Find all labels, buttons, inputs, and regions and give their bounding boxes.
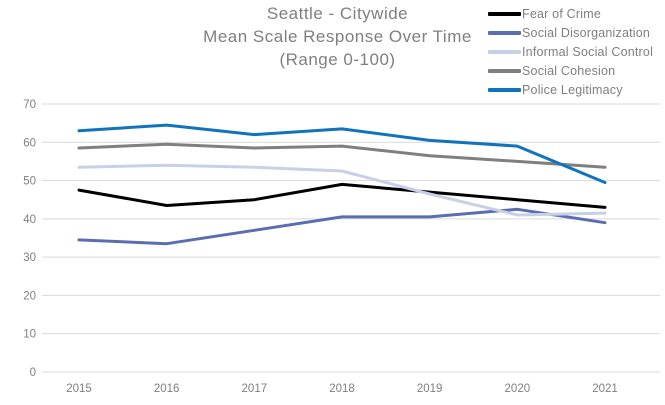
legend-label: Social Cohesion (522, 63, 616, 78)
chart-title-line-3: (Range 0-100) (279, 50, 396, 69)
series-line-police-legitimacy (77, 123, 607, 184)
series-line-informal-social-control (77, 163, 607, 217)
legend-label: Social Disorganization (522, 25, 651, 40)
x-axis-tick-label: 2019 (417, 383, 443, 395)
y-axis-tick-label: 10 (23, 329, 36, 341)
legend-label: Fear of Crime (522, 6, 602, 21)
chart-title-line-1: Seattle - Citywide (266, 4, 409, 23)
chart-title-line-2: Mean Scale Response Over Time (203, 27, 472, 46)
x-axis-tick-label: 2020 (505, 383, 531, 395)
y-axis-tick-label: 60 (23, 137, 36, 149)
x-axis-tick-label: 2016 (154, 383, 180, 395)
y-axis-tick-label: 30 (23, 252, 36, 264)
y-axis-tick-label: 0 (30, 367, 36, 379)
series-line-social-cohesion (77, 142, 607, 169)
series-line-social-disorganization (77, 207, 607, 246)
chart-title: Seattle - Citywide Mean Scale Response O… (65, 2, 610, 71)
legend-line-swatch-icon (488, 11, 521, 16)
y-axis-tick-label: 70 (23, 99, 36, 111)
x-axis-tick-label: 2018 (329, 383, 355, 395)
x-axis-tick-label: 2017 (242, 383, 268, 395)
legend-line-swatch-icon (488, 87, 521, 92)
legend-item-social-disorganization: Social Disorganization (488, 23, 665, 42)
legend-label: Police Legitimacy (522, 82, 623, 97)
legend-label: Informal Social Control (522, 44, 654, 59)
x-axis-tick-label: 2015 (66, 383, 92, 395)
series-line-fear-of-crime (77, 182, 607, 209)
legend-line-swatch-icon (488, 30, 521, 35)
y-axis-tick-label: 20 (23, 290, 36, 302)
legend-item-informal-social-control: Informal Social Control (488, 42, 665, 61)
legend-item-police-legitimacy: Police Legitimacy (488, 80, 665, 99)
chart-legend: Fear of Crime Social Disorganization Infor… (488, 4, 665, 99)
legend-line-swatch-icon (488, 68, 521, 73)
y-axis-tick-label: 40 (23, 214, 36, 226)
legend-item-fear-of-crime: Fear of Crime (488, 4, 665, 23)
legend-line-swatch-icon (488, 49, 521, 54)
y-axis-tick-label: 50 (23, 176, 36, 188)
x-axis-tick-label: 2021 (592, 383, 618, 395)
legend-item-social-cohesion: Social Cohesion (488, 61, 665, 80)
